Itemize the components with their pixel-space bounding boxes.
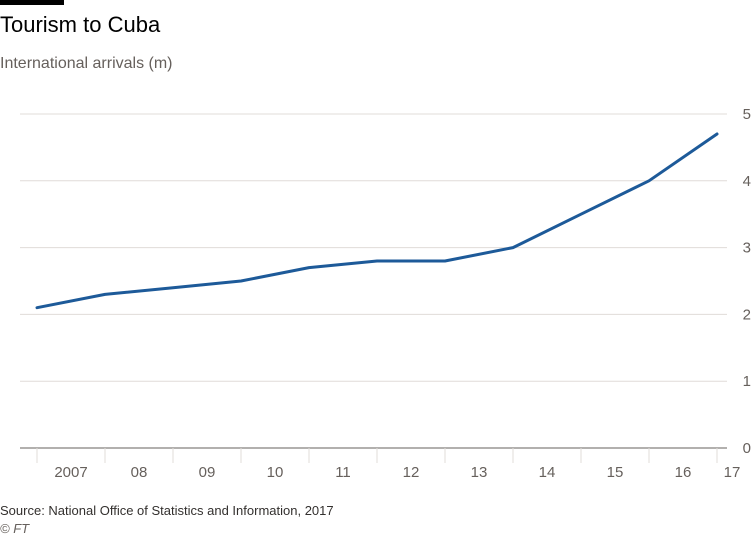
y-tick-label: 5 [743,106,751,123]
copyright-credit: © FT [0,521,30,536]
x-tick-label: 2007 [54,464,87,481]
x-tick-label: 15 [607,464,624,481]
x-tick-label: 16 [675,464,692,481]
chart-subtitle: International arrivals (m) [0,55,173,72]
y-tick-label: 2 [743,306,751,323]
x-tick-label: 08 [131,464,148,481]
x-tick-label: 10 [267,464,284,481]
chart-title: Tourism to Cuba [0,12,161,37]
y-tick-label: 4 [743,173,751,190]
source-note: Source: National Office of Statistics an… [0,503,334,518]
x-tick-label: 13 [471,464,488,481]
series-line [35,132,719,310]
x-tick-label: 09 [199,464,216,481]
x-tick-label: 14 [539,464,556,481]
y-tick-label: 0 [743,440,751,457]
x-tick-label: 12 [403,464,420,481]
x-tick-label: 17 [724,464,741,481]
y-tick-label: 3 [743,240,751,257]
brand-bar [0,0,64,5]
x-tick-label: 11 [335,464,351,481]
y-tick-label: 1 [743,373,751,390]
